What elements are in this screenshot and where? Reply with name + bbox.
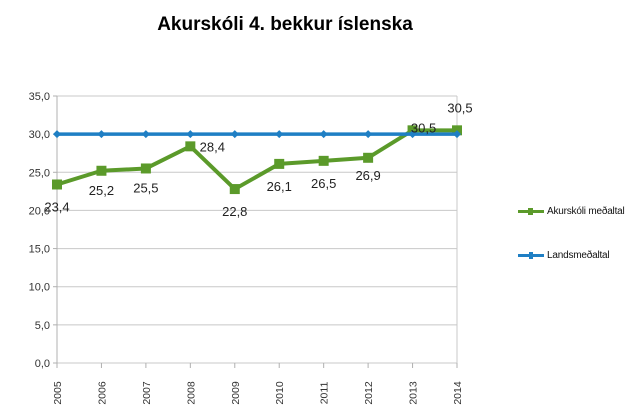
y-tick-label: 15,0 (29, 244, 50, 256)
x-tick-label: 2009 (230, 381, 242, 405)
data-point-square-icon (318, 155, 329, 166)
y-tick-label: 35,0 (29, 91, 50, 103)
data-point-diamond-icon (97, 130, 106, 139)
x-tick-label: 2012 (363, 381, 375, 405)
x-tick-label: 2011 (319, 382, 331, 405)
data-label: 26,1 (267, 179, 292, 194)
data-label: 23,4 (44, 199, 69, 214)
data-point-square-icon (96, 165, 107, 176)
x-tick-label: 2013 (408, 381, 420, 405)
data-point-square-icon (229, 184, 240, 195)
data-point-diamond-icon (141, 130, 150, 139)
series-akurskoli-line (56, 128, 457, 192)
data-point-diamond-icon (230, 130, 239, 139)
legend-line-green-icon (518, 208, 544, 215)
data-label: 28,4 (200, 139, 225, 154)
data-labels: 23,4 25,2 25,5 28,4 22,8 26,1 26,5 26,9 30,5 30,5 (44, 100, 472, 219)
chart-title: Akurskóli 4. bekkur íslenska (157, 14, 413, 35)
data-point-square-icon (185, 141, 196, 152)
series-lines (52, 125, 462, 195)
legend-label: Akurskóli meðaltal (547, 206, 625, 217)
legend-item-landsmedaltal: Landsmeðaltal (518, 250, 610, 261)
x-axis-ticks: 2005 2006 2007 2008 2009 2010 2011 2012 2013 2014 (52, 381, 464, 405)
data-point-diamond-icon (408, 130, 417, 139)
legend-line-blue-icon (518, 252, 544, 259)
data-point-diamond-icon (453, 130, 461, 139)
y-tick-label: 30,0 (29, 129, 50, 141)
data-point-square-icon (274, 158, 285, 169)
x-tick-label: 2008 (185, 381, 197, 405)
legend-label: Landsmeðaltal (547, 250, 610, 261)
data-label: 30,5 (447, 100, 472, 115)
x-tick-label: 2007 (141, 381, 153, 405)
data-point-square-icon (363, 152, 374, 163)
y-tick-label: 10,0 (29, 282, 50, 294)
y-tick-label: 0,0 (35, 358, 50, 370)
data-point-diamond-icon (319, 130, 328, 139)
x-tick-label: 2005 (52, 381, 64, 405)
x-tick-label: 2006 (96, 381, 108, 405)
data-label: 30,5 (411, 120, 436, 135)
legend-item-akurskoli: Akurskóli meðaltal (518, 206, 625, 217)
x-tick-label: 2014 (452, 381, 464, 405)
data-point-diamond-icon (53, 130, 61, 139)
data-point-square-icon (52, 179, 62, 190)
data-label: 22,8 (222, 204, 247, 219)
data-point-diamond-icon (364, 130, 373, 139)
y-tick-label: 5,0 (35, 320, 50, 332)
data-label: 25,5 (133, 180, 158, 195)
data-label: 26,5 (311, 176, 336, 191)
data-point-square-icon (140, 163, 151, 174)
data-point-diamond-icon (275, 130, 284, 139)
gridlines (53, 95, 458, 368)
y-axis-ticks: 0,0 5,0 10,0 15,0 20,0 25,0 30,0 35,0 (29, 91, 50, 370)
x-tick-label: 2010 (274, 381, 286, 405)
y-tick-label: 25,0 (29, 167, 50, 179)
data-label: 25,2 (89, 183, 114, 198)
y-tick-label: 20,0 (29, 205, 50, 217)
data-point-diamond-icon (186, 130, 195, 139)
data-label: 26,9 (355, 168, 380, 183)
